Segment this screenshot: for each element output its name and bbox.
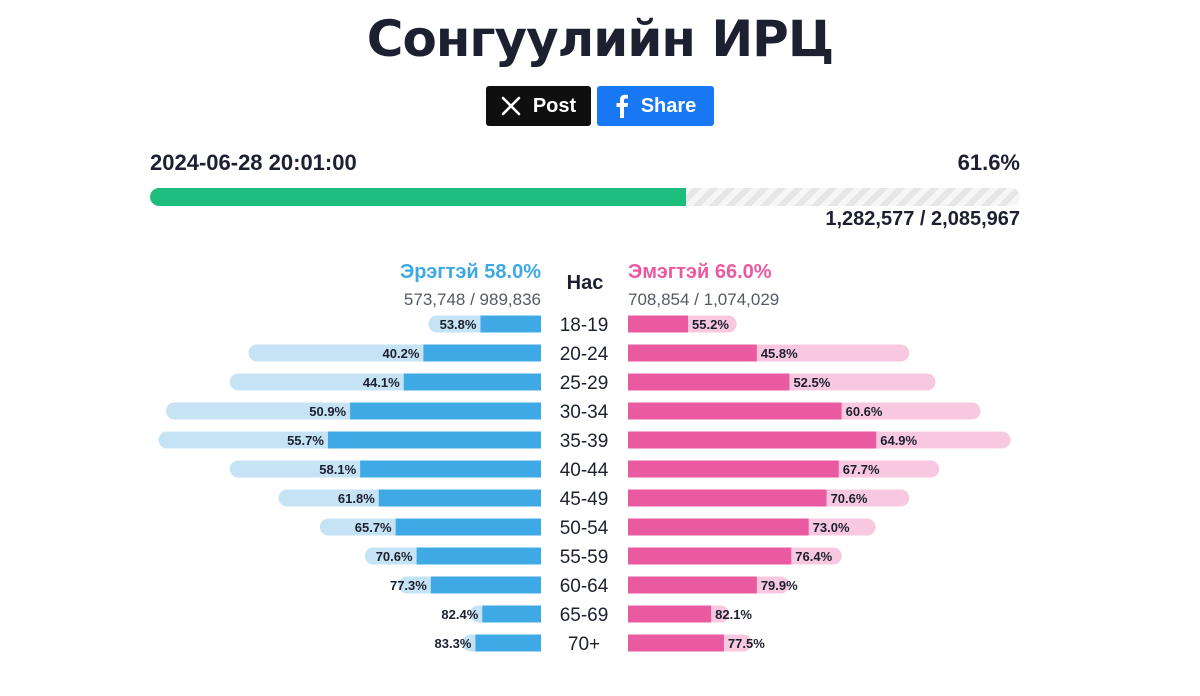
age-group-label: 18-19 <box>560 315 609 336</box>
female-voted-bar <box>628 635 724 652</box>
male-turnout-data-label: 55.7% <box>287 433 324 448</box>
age-group-label: 55-59 <box>560 547 609 568</box>
female-voted-bar <box>628 432 876 449</box>
female-voted-bar <box>628 316 688 333</box>
female-turnout-data-label: 45.8% <box>761 346 798 361</box>
female-voted-bar <box>628 403 842 420</box>
female-turnout-data-label: 79.9% <box>761 578 798 593</box>
age-group-label: 35-39 <box>560 431 609 452</box>
male-voted-bar <box>379 490 541 507</box>
male-turnout-data-label: 61.8% <box>338 491 375 506</box>
male-voted-bar <box>350 403 541 420</box>
age-group-label: 25-29 <box>560 373 609 394</box>
male-voted-bar <box>417 548 541 565</box>
female-turnout-data-label: 70.6% <box>831 491 868 506</box>
male-voted-bar <box>431 577 541 594</box>
female-voted-bar <box>628 461 839 478</box>
male-turnout-data-label: 77.3% <box>390 578 427 593</box>
male-voted-bar <box>475 635 541 652</box>
age-group-label: 70+ <box>568 634 600 655</box>
age-group-label: 30-34 <box>560 402 609 423</box>
male-turnout-data-label: 50.9% <box>309 404 346 419</box>
male-voted-bar <box>328 432 541 449</box>
male-voted-bar <box>396 519 541 536</box>
age-group-label: 45-49 <box>560 489 609 510</box>
male-turnout-data-label: 83.3% <box>435 636 472 651</box>
male-voted-bar <box>404 374 541 391</box>
female-voted-bar <box>628 606 711 623</box>
male-voted-bar <box>360 461 541 478</box>
male-turnout-data-label: 82.4% <box>441 607 478 622</box>
male-turnout-data-label: 70.6% <box>376 549 413 564</box>
female-voted-bar <box>628 548 791 565</box>
male-turnout-data-label: 44.1% <box>363 375 400 390</box>
female-turnout-data-label: 73.0% <box>813 520 850 535</box>
age-group-label: 40-44 <box>560 460 609 481</box>
female-turnout-data-label: 60.6% <box>846 404 883 419</box>
male-voted-bar <box>480 316 541 333</box>
female-turnout-data-label: 77.5% <box>728 636 765 651</box>
female-turnout-data-label: 82.1% <box>715 607 752 622</box>
male-turnout-data-label: 65.7% <box>355 520 392 535</box>
age-group-label: 20-24 <box>560 344 609 365</box>
female-voted-bar <box>628 345 757 362</box>
female-turnout-data-label: 64.9% <box>880 433 917 448</box>
female-voted-bar <box>628 374 789 391</box>
female-turnout-data-label: 52.5% <box>793 375 830 390</box>
female-voted-bar <box>628 577 757 594</box>
female-turnout-data-label: 55.2% <box>692 317 729 332</box>
age-group-label: 50-54 <box>560 518 609 539</box>
female-voted-bar <box>628 490 827 507</box>
male-turnout-data-label: 53.8% <box>440 317 477 332</box>
age-turnout-pyramid-chart: 53.8% 55.2% 18-19 40.2% 45.8% 20-24 44.1% 52.5%… <box>0 0 1200 696</box>
male-turnout-data-label: 58.1% <box>319 462 356 477</box>
male-voted-bar <box>482 606 541 623</box>
female-turnout-data-label: 67.7% <box>843 462 880 477</box>
age-group-label: 65-69 <box>560 605 609 626</box>
male-voted-bar <box>423 345 541 362</box>
age-group-label: 60-64 <box>560 576 609 597</box>
female-turnout-data-label: 76.4% <box>795 549 832 564</box>
female-voted-bar <box>628 519 809 536</box>
male-turnout-data-label: 40.2% <box>383 346 420 361</box>
